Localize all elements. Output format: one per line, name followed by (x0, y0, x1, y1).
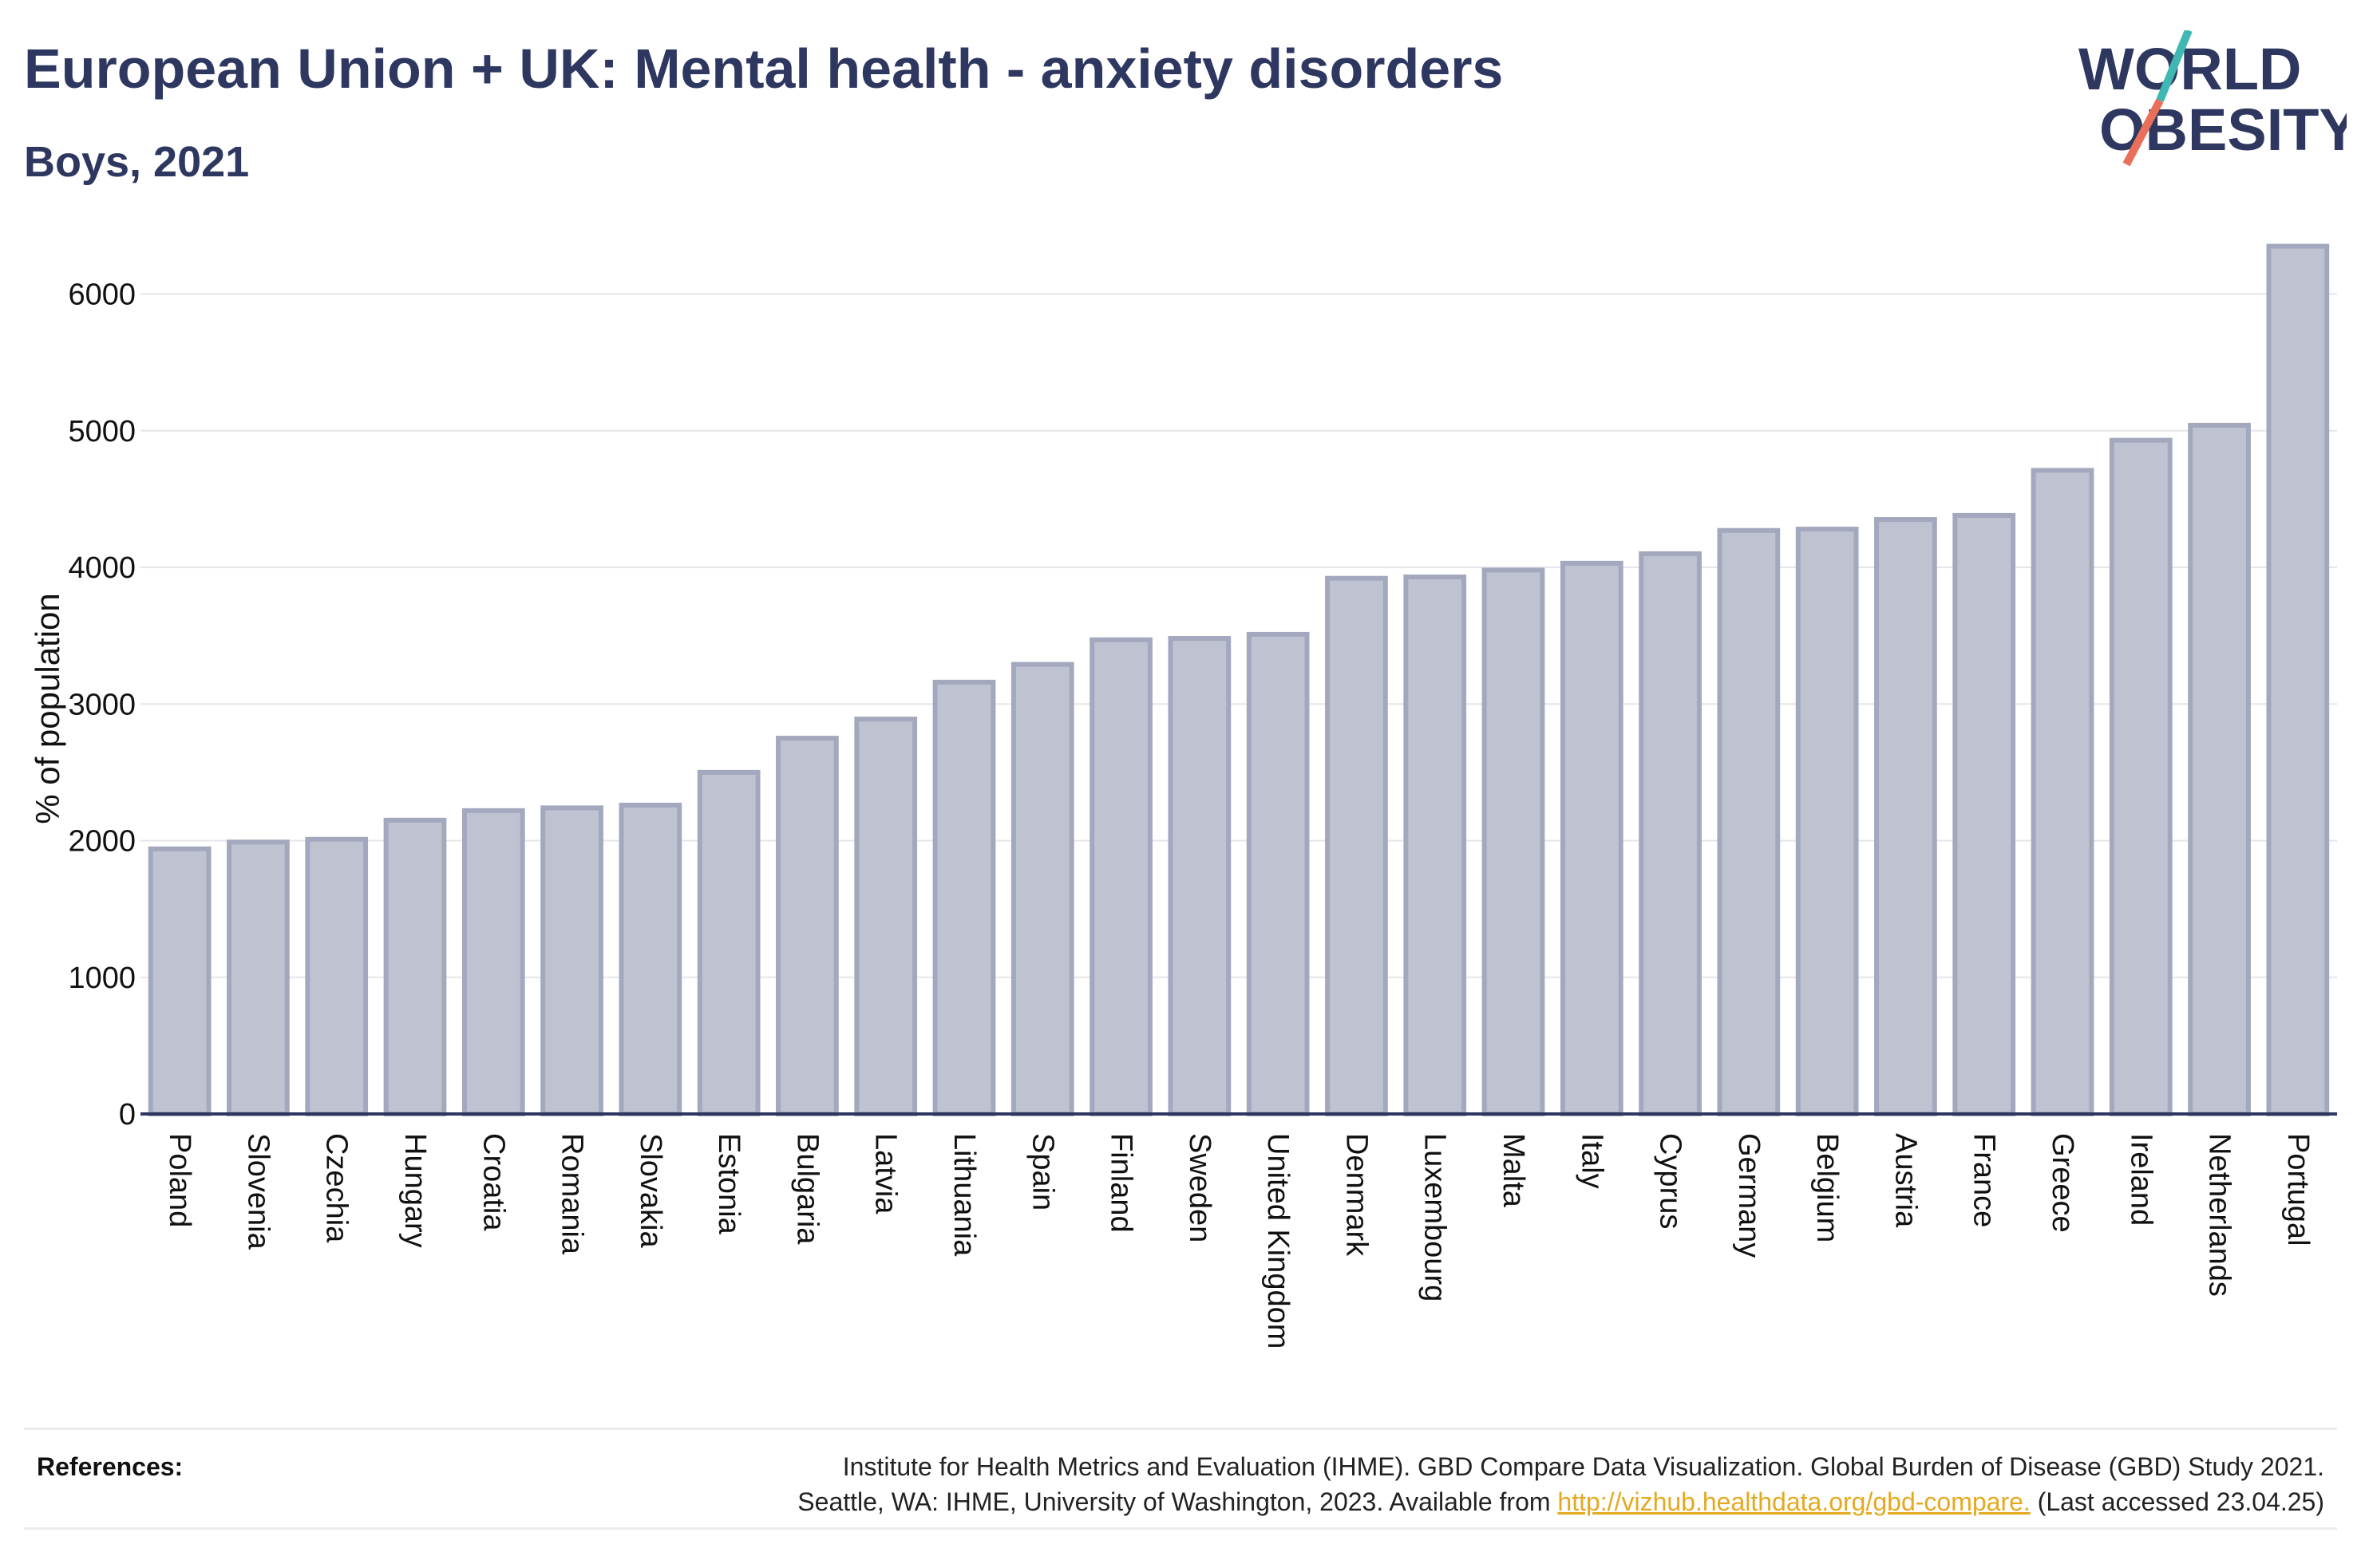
bar-netherlands[interactable] (2188, 422, 2251, 1116)
reference-line2-prefix: Seattle, WA: IHME, University of Washing… (797, 1487, 1558, 1516)
bar-poland[interactable] (148, 846, 212, 1117)
y-tick-label: 3000 (68, 688, 136, 721)
x-tick-label: Romania (556, 1133, 589, 1255)
bar-ireland[interactable] (2109, 437, 2173, 1116)
references-text: Institute for Health Metrics and Evaluat… (797, 1449, 2324, 1519)
reference-line1: Institute for Health Metrics and Evaluat… (842, 1452, 2324, 1481)
x-tick-label: Poland (163, 1133, 196, 1227)
x-tick-label: Finland (1105, 1133, 1138, 1233)
logo-slash-bottom (2122, 98, 2164, 167)
world-obesity-logo: WORLD OBESITY (2078, 30, 2347, 167)
x-tick-label: Denmark (1339, 1133, 1373, 1257)
x-tick-label: Malta (1497, 1133, 1530, 1208)
x-tick-label: Germany (1732, 1133, 1766, 1258)
logo-slash-top (2156, 30, 2193, 102)
x-tick-label: Croatia (477, 1133, 510, 1231)
x-tick-label: Latvia (869, 1133, 903, 1215)
bars (148, 243, 2330, 1117)
bar-sweden[interactable] (1168, 636, 1232, 1116)
chart-subtitle: Boys, 2021 (24, 138, 250, 186)
reference-line2: Seattle, WA: IHME, University of Washing… (797, 1484, 2324, 1519)
bar-denmark[interactable] (1325, 575, 1388, 1116)
x-tick-label: Greece (2046, 1133, 2079, 1233)
x-tick-label: Slovenia (241, 1133, 275, 1250)
x-tick-label: France (1968, 1133, 2001, 1227)
references-label: References: (37, 1452, 184, 1481)
bar-france[interactable] (1952, 512, 2016, 1116)
x-tick-label: Portugal (2281, 1133, 2315, 1246)
x-tick-label: Ireland (2124, 1133, 2157, 1226)
bar-luxembourg[interactable] (1403, 574, 1467, 1116)
x-tick-label: Luxembourg (1418, 1133, 1452, 1301)
x-tick-label: Hungary (398, 1133, 432, 1248)
bar-romania[interactable] (540, 805, 603, 1117)
x-tick-label: United Kingdom (1261, 1133, 1295, 1349)
bar-finland[interactable] (1090, 637, 1153, 1116)
references-box: References: Institute for Health Metrics… (24, 1428, 2337, 1530)
bar-belgium[interactable] (1795, 527, 1859, 1116)
y-tick-label: 4000 (68, 551, 136, 585)
x-tick-label: Lithuania (947, 1133, 981, 1257)
x-tick-label: Spain (1026, 1133, 1059, 1211)
bar-cyprus[interactable] (1639, 551, 1702, 1116)
bar-latvia[interactable] (854, 717, 918, 1117)
y-tick-label: 6000 (68, 278, 136, 312)
y-tick-label: 2000 (68, 825, 136, 859)
bar-spain[interactable] (1010, 662, 1074, 1116)
chart-title: European Union + UK: Mental health - anx… (24, 38, 1504, 100)
bar-czechia[interactable] (305, 836, 369, 1116)
bar-italy[interactable] (1560, 560, 1623, 1116)
x-axis-ticks: Poland Slovenia Czechia Hungary Croatia Roman… (163, 1133, 2315, 1349)
bar-austria[interactable] (1874, 517, 1937, 1116)
bar-slovakia[interactable] (619, 802, 682, 1116)
bar-slovenia[interactable] (227, 839, 290, 1117)
x-tick-label: Italy (1575, 1133, 1608, 1189)
y-tick-label: 5000 (68, 415, 136, 448)
bar-lithuania[interactable] (932, 679, 996, 1116)
bar-germany[interactable] (1717, 527, 1781, 1116)
x-tick-label: Czechia (320, 1133, 354, 1243)
y-axis-label: % of population (29, 593, 66, 824)
bar-bulgaria[interactable] (776, 736, 839, 1116)
bar-croatia[interactable] (461, 808, 525, 1116)
y-tick-label: 0 (119, 1098, 136, 1132)
x-tick-label: Slovakia (634, 1133, 667, 1248)
bar-greece[interactable] (2031, 468, 2094, 1116)
x-tick-label: Austria (1888, 1133, 1922, 1228)
x-tick-label: Sweden (1183, 1133, 1216, 1242)
x-tick-label: Cyprus (1654, 1133, 1687, 1229)
x-tick-label: Bulgaria (790, 1133, 824, 1245)
bar-estonia[interactable] (697, 769, 761, 1116)
y-axis-ticks: 0 1000 2000 3000 4000 5000 6000 (68, 278, 136, 1132)
reference-link[interactable]: http://vizhub.healthdata.org/gbd-compare… (1557, 1487, 2031, 1516)
x-tick-label: Belgium (1810, 1133, 1844, 1242)
x-tick-label: Netherlands (2203, 1133, 2236, 1297)
bar-united-kingdom[interactable] (1246, 631, 1310, 1116)
reference-line2-suffix: (Last accessed 23.04.25) (2030, 1487, 2324, 1516)
bar-chart: 0 1000 2000 3000 4000 5000 6000 Poland Slovenia… (29, 243, 2337, 1349)
x-tick-label: Estonia (712, 1133, 745, 1235)
logo-line1: WORLD (2078, 36, 2302, 102)
bar-portugal[interactable] (2266, 243, 2330, 1116)
bar-hungary[interactable] (383, 817, 447, 1116)
y-tick-label: 1000 (68, 962, 136, 995)
bar-malta[interactable] (1481, 567, 1545, 1116)
